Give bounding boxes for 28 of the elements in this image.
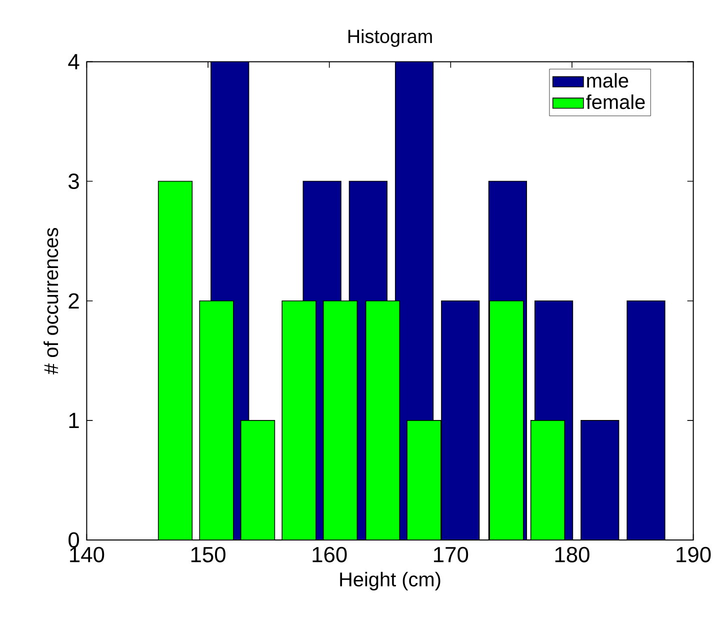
x-tick-label: 160 bbox=[312, 546, 347, 562]
bar bbox=[441, 300, 480, 540]
bar bbox=[626, 300, 666, 540]
bar bbox=[323, 300, 358, 540]
y-tick-label: 3 bbox=[68, 174, 79, 190]
x-tick-label: 140 bbox=[70, 546, 104, 562]
bar bbox=[366, 300, 400, 540]
y-tick-label: 4 bbox=[68, 54, 80, 70]
chart-title: Histogram bbox=[348, 29, 432, 47]
bar bbox=[200, 300, 234, 540]
y-tick-label: 2 bbox=[68, 293, 79, 308]
legend-label: female bbox=[586, 94, 645, 110]
x-axis-title: Height (cm) bbox=[340, 572, 440, 590]
y-tick-label: 1 bbox=[69, 412, 79, 428]
bar bbox=[240, 420, 275, 540]
x-tick-label: 150 bbox=[191, 546, 226, 562]
y-axis-title: # of occurrences bbox=[44, 228, 58, 374]
bar bbox=[580, 420, 619, 540]
bar bbox=[282, 300, 316, 540]
bar bbox=[407, 420, 441, 540]
bar bbox=[490, 300, 524, 540]
bar bbox=[158, 181, 192, 540]
y-tick-label: 0 bbox=[68, 532, 79, 548]
x-tick-label: 180 bbox=[555, 546, 590, 562]
x-tick-label: 190 bbox=[676, 546, 711, 562]
x-tick-label: 170 bbox=[434, 546, 468, 562]
bar bbox=[530, 420, 566, 540]
legend-label: male bbox=[587, 73, 628, 88]
